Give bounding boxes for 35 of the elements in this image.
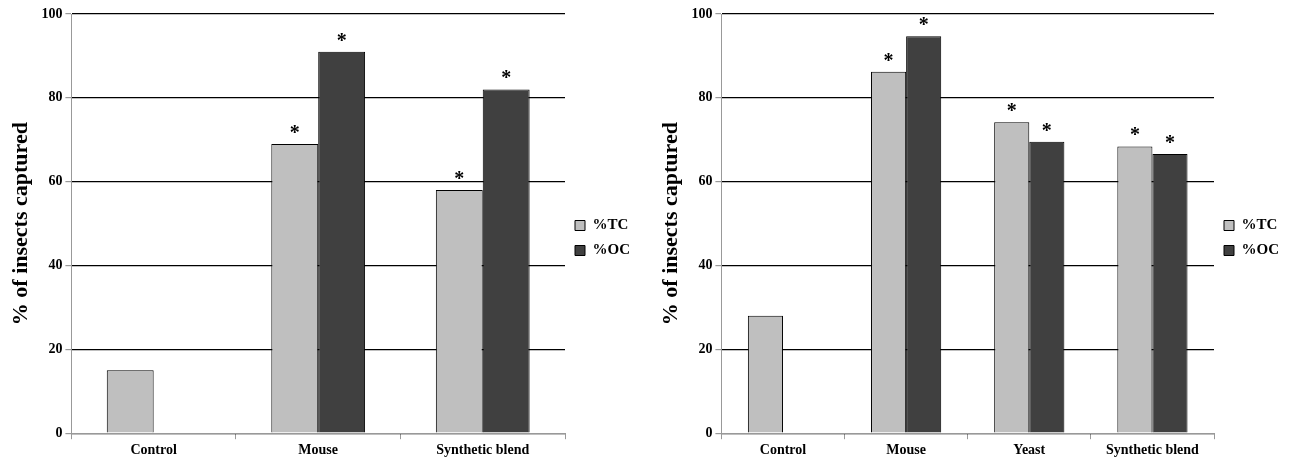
- x-tick-label: Control: [759, 442, 807, 458]
- x-tick-label: Mouse: [886, 442, 926, 458]
- y-axis-title: % of insects captured: [656, 122, 682, 326]
- y-tick-label: 40: [698, 257, 713, 273]
- y-tick-label: 60: [698, 173, 713, 189]
- y-tick-label: 100: [41, 5, 63, 21]
- y-tick-label: 60: [48, 173, 63, 189]
- y-tick-label: 80: [698, 89, 713, 105]
- x-tick-label: Synthetic blend: [436, 442, 530, 458]
- annotation: *: [1129, 123, 1140, 146]
- y-tick-label: 80: [48, 89, 63, 105]
- legend-label: %TC: [1241, 216, 1278, 233]
- legend-label: %OC: [592, 241, 630, 258]
- annotation: *: [336, 28, 347, 51]
- annotation: *: [1041, 118, 1052, 141]
- y-axis-title: % of insects captured: [6, 122, 32, 326]
- x-tick-label: Synthetic blend: [1105, 442, 1200, 458]
- annotation: *: [1164, 131, 1175, 154]
- y-tick-label: 0: [55, 424, 63, 440]
- y-tick-label: 100: [691, 5, 713, 21]
- x-tick-label: Yeast: [1013, 442, 1046, 458]
- annotation: *: [501, 66, 512, 89]
- annotation: *: [1006, 99, 1017, 122]
- annotation: *: [918, 13, 929, 36]
- annotation: *: [454, 167, 465, 190]
- y-tick-label: 0: [705, 424, 713, 440]
- x-tick-label: Control: [130, 442, 177, 458]
- legend-label: %OC: [1241, 241, 1279, 258]
- x-tick-label: Mouse: [298, 442, 339, 458]
- legend-label: %TC: [592, 216, 629, 233]
- y-tick-label: 20: [48, 340, 63, 356]
- y-tick-label: 20: [698, 340, 713, 356]
- annotation: *: [883, 48, 894, 71]
- y-tick-label: 40: [48, 257, 63, 273]
- annotation: *: [289, 120, 300, 143]
